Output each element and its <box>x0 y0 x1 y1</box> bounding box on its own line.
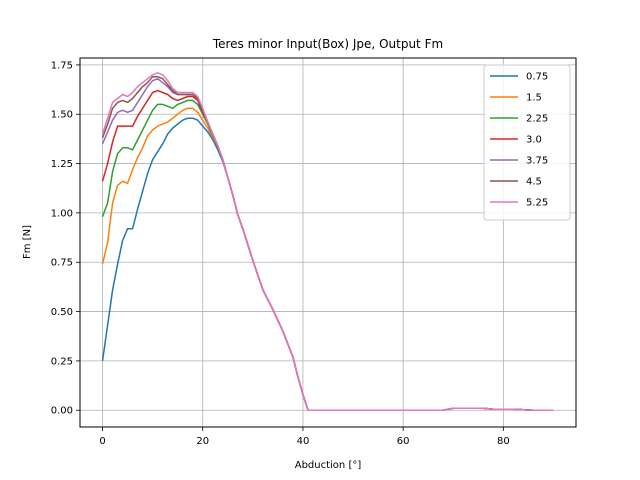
y-tick-label: 0.25 <box>51 356 73 367</box>
legend-label-2: 2.25 <box>526 114 548 125</box>
legend-label-3: 3.0 <box>526 135 542 146</box>
y-tick-label: 1.50 <box>51 110 73 121</box>
x-tick-label: 0 <box>99 436 105 447</box>
plot-frame <box>79 57 577 428</box>
x-tick-label: 80 <box>497 436 510 447</box>
x-axis-label: Abduction [°] <box>295 460 362 471</box>
y-tick-label: 1.25 <box>51 159 73 170</box>
legend-label-6: 5.25 <box>526 198 548 209</box>
y-tick-label: 0.75 <box>51 258 73 269</box>
series-lines <box>101 72 554 411</box>
y-tick-label: 1.00 <box>51 208 73 219</box>
y-tick-label: 1.75 <box>51 60 73 71</box>
y-tick-label: 0.00 <box>51 406 73 417</box>
legend-label-0: 0.75 <box>526 72 548 83</box>
legend-label-1: 1.5 <box>526 93 542 104</box>
x-axis: 0 20 40 60 80 <box>99 427 510 447</box>
legend-label-5: 4.5 <box>526 177 542 188</box>
x-tick-label: 60 <box>397 436 410 447</box>
series-line-6 <box>101 72 554 411</box>
y-axis-label: Fm [N] <box>22 225 33 259</box>
y-axis: 0.00 0.25 0.50 0.75 1.00 1.25 1.50 1.75 <box>51 60 80 417</box>
x-tick-label: 40 <box>297 436 310 447</box>
legend: 0.75 1.5 2.25 3.0 3.75 4.5 5.25 <box>483 64 571 221</box>
y-tick-label: 0.50 <box>51 307 73 318</box>
x-tick-label: 20 <box>196 436 209 447</box>
chart-title: Teres minor Input(Box) Jpe, Output Fm <box>212 37 443 51</box>
legend-label-4: 3.75 <box>526 156 548 167</box>
